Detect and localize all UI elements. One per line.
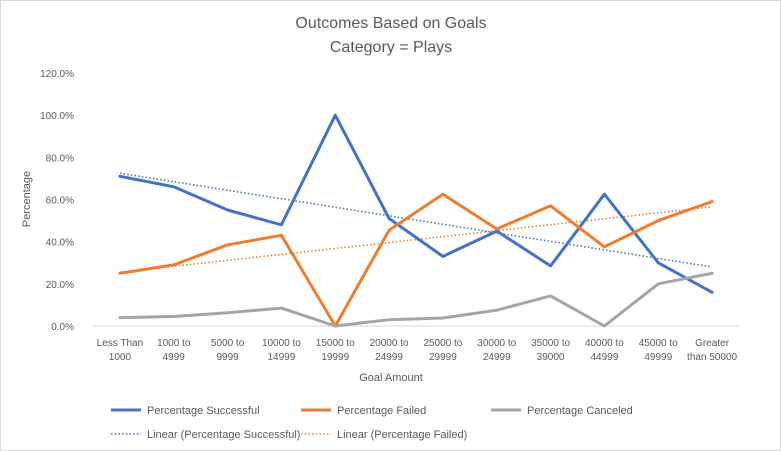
trendline [119, 206, 713, 274]
y-tick-label: 40.0% [46, 238, 74, 249]
legend-item: Linear (Percentage Failed) [301, 429, 467, 441]
y-tick-label: 100.0% [40, 111, 74, 122]
legend-label: Percentage Failed [337, 405, 426, 417]
trendlines [119, 172, 713, 274]
x-tick-label: Greater than 50000 [687, 338, 737, 363]
x-tick-label: 1000 to 4999 [157, 338, 191, 363]
y-tick-label: 120.0% [40, 69, 74, 80]
trendline [119, 172, 713, 268]
x-axis-title: Goal Amount [359, 372, 423, 384]
y-tick-label: 0.0% [51, 322, 74, 333]
legend: Percentage Successful Percentage Failed Pe… [111, 405, 633, 441]
x-tick-label: 20000 to 24999 [370, 338, 409, 363]
legend-item: Linear (Percentage Successful) [111, 429, 300, 441]
legend-item: Percentage Successful [111, 405, 260, 417]
legend-label: Percentage Successful [147, 405, 260, 417]
y-tick-label: 60.0% [46, 196, 74, 207]
legend-label: Percentage Canceled [527, 405, 633, 417]
y-tick-label: 20.0% [46, 280, 74, 291]
x-tick-label: 45000 to 49999 [639, 338, 678, 363]
y-tick-label: 80.0% [46, 153, 74, 164]
legend-label: Linear (Percentage Failed) [337, 429, 467, 441]
x-tick-label: 30000 to 24999 [477, 338, 516, 363]
series-line [118, 271, 714, 328]
series-line [118, 113, 714, 294]
x-tick-label: 15000 to 19999 [316, 338, 355, 363]
legend-item: Percentage Failed [301, 405, 426, 417]
y-axis-ticks: 0.0% 20.0% 40.0% 60.0% 80.0% 100.0% 120.0% [40, 69, 74, 333]
legend-label: Linear (Percentage Successful) [147, 429, 300, 441]
x-tick-label: 40000 to 44999 [585, 338, 624, 363]
series-lines [118, 113, 714, 328]
chart-subtitle: Category = Plays [330, 39, 452, 56]
series-line [118, 192, 714, 328]
y-axis-title: Percentage [21, 171, 33, 227]
x-tick-label: 10000 to 14999 [262, 338, 301, 363]
x-tick-label: 25000 to 29999 [423, 338, 462, 363]
x-tick-label: Less Than 1000 [97, 338, 144, 363]
chart-title: Outcomes Based on Goals [295, 15, 486, 32]
legend-item: Percentage Canceled [491, 405, 633, 417]
x-tick-label: 35000 to 39000 [531, 338, 570, 363]
x-tick-label: 5000 to 9999 [211, 338, 245, 363]
x-axis-ticks: Less Than 1000 1000 to 4999 5000 to 9999 10000… [97, 338, 738, 363]
